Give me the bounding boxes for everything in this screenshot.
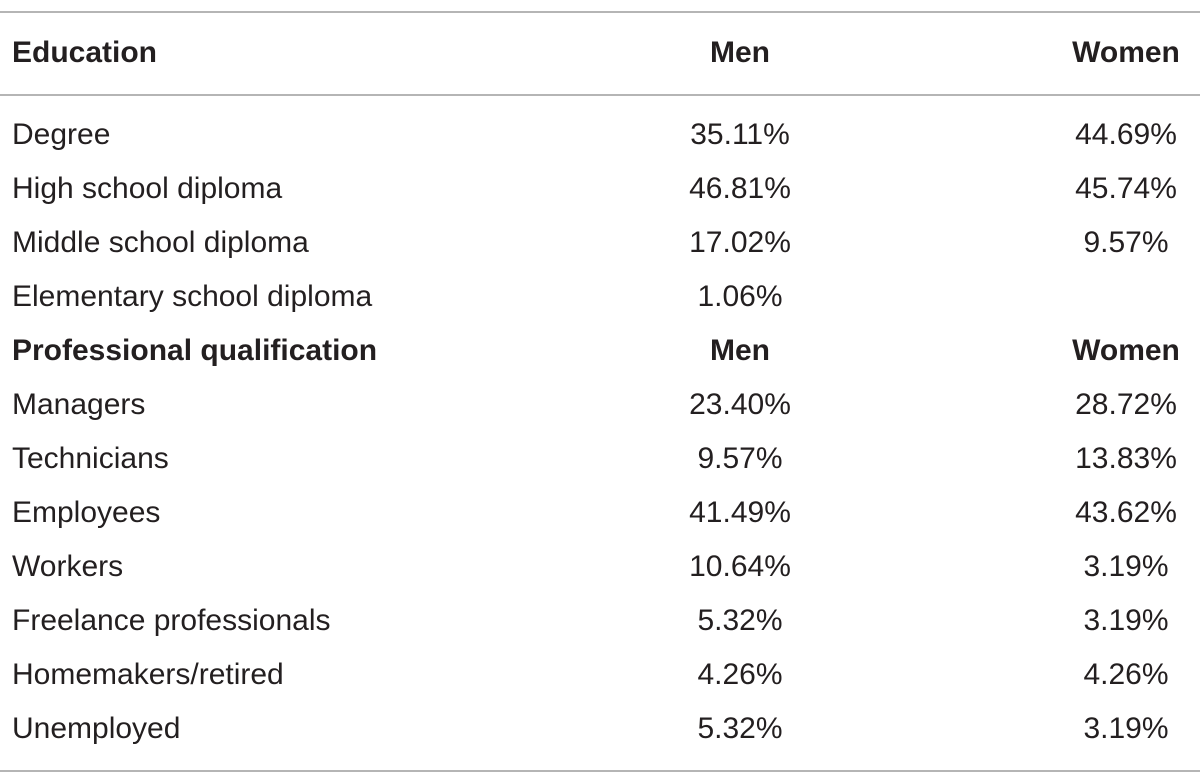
cell-value: 41.49%: [689, 496, 791, 529]
column-header: Education: [12, 36, 158, 69]
column-header: Men: [710, 334, 770, 367]
column-header: Professional qualification: [12, 334, 378, 367]
row-label: Homemakers/retired: [12, 658, 284, 691]
row-label: Employees: [12, 496, 161, 529]
cell-value: 35.11%: [690, 118, 790, 151]
cell-value: 17.02%: [689, 226, 791, 259]
cell-value: 23.40%: [689, 388, 791, 421]
cell-value: 43.62%: [1075, 496, 1177, 529]
cell-value: 4.26%: [1083, 658, 1169, 691]
cell-value: 28.72%: [1075, 388, 1177, 421]
cell-value: 9.57%: [1083, 226, 1169, 259]
row-label: Degree: [12, 118, 111, 151]
row-label: Elementary school diploma: [12, 280, 373, 313]
cell-value: 5.32%: [697, 712, 783, 745]
column-header: Women: [1072, 334, 1180, 367]
row-label: Freelance professionals: [12, 604, 331, 637]
header-rule: [0, 94, 1200, 96]
cell-value: 10.64%: [689, 550, 791, 583]
bottom-rule: [0, 770, 1200, 772]
cell-value: 44.69%: [1075, 118, 1177, 151]
column-header: Men: [710, 36, 770, 69]
cell-value: 5.32%: [697, 604, 783, 637]
cell-value: 46.81%: [689, 172, 791, 205]
top-rule: [0, 11, 1200, 13]
cell-value: 1.06%: [697, 280, 783, 313]
column-header: Women: [1072, 36, 1180, 69]
row-label: Middle school diploma: [12, 226, 309, 259]
cell-value: 3.19%: [1083, 712, 1169, 745]
cell-value: 9.57%: [697, 442, 783, 475]
row-label: Unemployed: [12, 712, 181, 745]
cell-value: 4.26%: [697, 658, 783, 691]
row-label: Workers: [12, 550, 124, 583]
row-label: Technicians: [12, 442, 169, 475]
row-label: Managers: [12, 388, 146, 421]
cell-value: 3.19%: [1083, 550, 1169, 583]
cell-value: 3.19%: [1083, 604, 1169, 637]
row-label: High school diploma: [12, 172, 283, 205]
cell-value: 13.83%: [1075, 442, 1177, 475]
cell-value: 45.74%: [1075, 172, 1177, 205]
